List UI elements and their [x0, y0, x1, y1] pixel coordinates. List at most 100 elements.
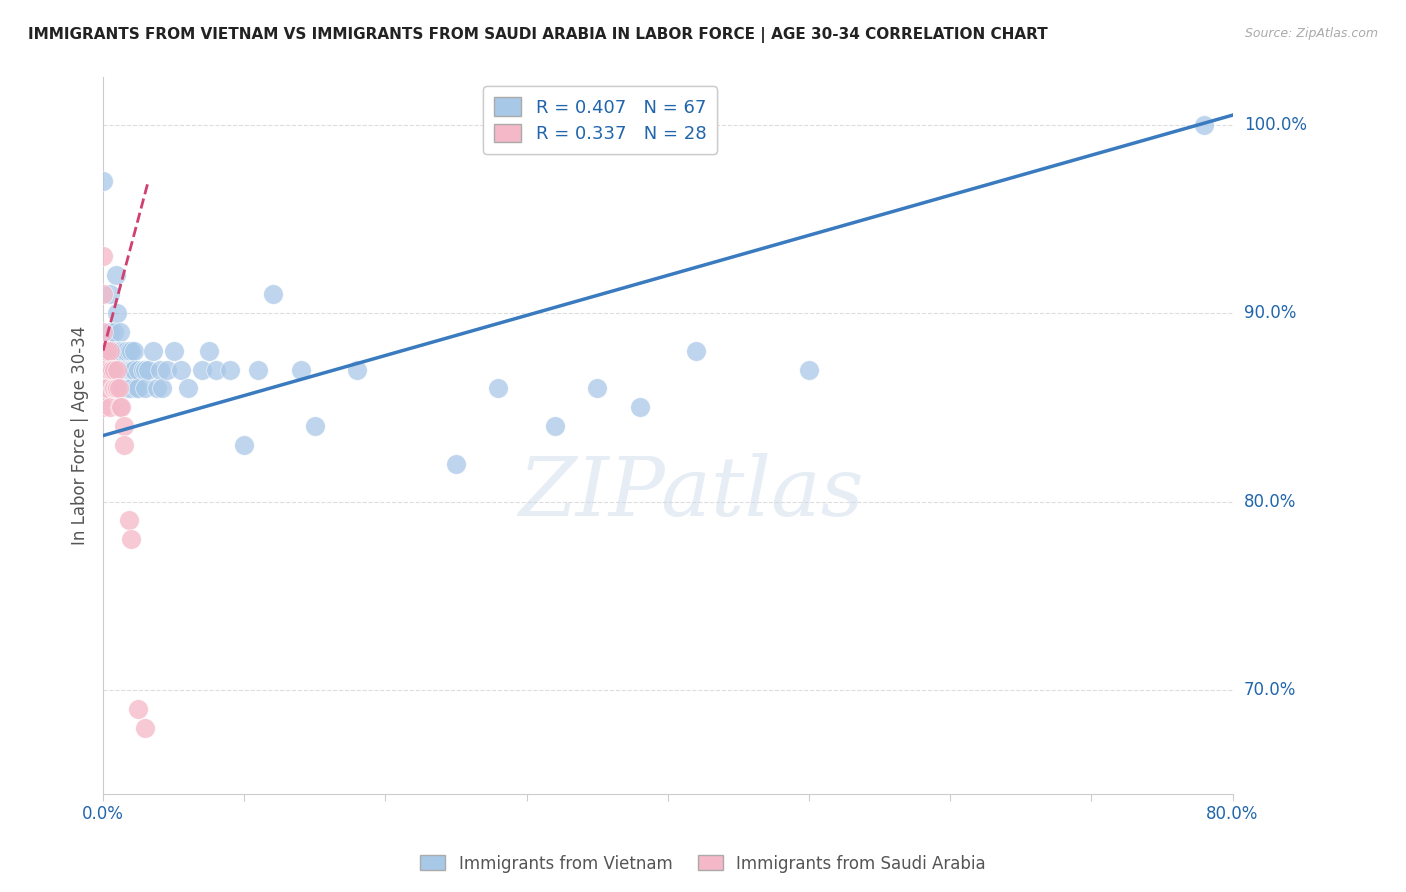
Point — [444, 457, 467, 471]
Point — [121, 362, 143, 376]
Point — [290, 362, 312, 376]
Point — [124, 381, 146, 395]
Point — [91, 381, 114, 395]
Point — [117, 381, 139, 395]
Point — [120, 343, 142, 358]
Legend: Immigrants from Vietnam, Immigrants from Saudi Arabia: Immigrants from Vietnam, Immigrants from… — [413, 848, 993, 880]
Point — [117, 343, 139, 358]
Text: ZIPatlas: ZIPatlas — [517, 453, 863, 533]
Point — [91, 287, 114, 301]
Point — [219, 362, 242, 376]
Point — [797, 362, 820, 376]
Point — [156, 362, 179, 376]
Point — [110, 343, 132, 358]
Text: 80.0%: 80.0% — [1244, 492, 1296, 510]
Point — [91, 401, 114, 415]
Point — [127, 702, 149, 716]
Point — [118, 362, 141, 376]
Point — [96, 343, 118, 358]
Point — [98, 401, 121, 415]
Text: 70.0%: 70.0% — [1244, 681, 1296, 699]
Point — [122, 362, 145, 376]
Point — [134, 362, 156, 376]
Point — [115, 381, 138, 395]
Point — [103, 325, 125, 339]
Point — [91, 250, 114, 264]
Point — [117, 513, 139, 527]
Text: 100.0%: 100.0% — [1244, 116, 1306, 134]
Legend: R = 0.407   N = 67, R = 0.337   N = 28: R = 0.407 N = 67, R = 0.337 N = 28 — [484, 87, 717, 154]
Point — [304, 419, 326, 434]
Point — [233, 438, 256, 452]
Y-axis label: In Labor Force | Age 30-34: In Labor Force | Age 30-34 — [72, 326, 89, 545]
Point — [120, 362, 142, 376]
Point — [170, 362, 193, 376]
Text: IMMIGRANTS FROM VIETNAM VS IMMIGRANTS FROM SAUDI ARABIA IN LABOR FORCE | AGE 30-: IMMIGRANTS FROM VIETNAM VS IMMIGRANTS FR… — [28, 27, 1047, 43]
Point — [152, 381, 174, 395]
Point — [105, 362, 128, 376]
Point — [1194, 118, 1216, 132]
Point — [91, 343, 114, 358]
Point — [108, 343, 131, 358]
Point — [98, 287, 121, 301]
Text: 90.0%: 90.0% — [1244, 304, 1296, 322]
Point — [104, 343, 127, 358]
Point — [96, 381, 118, 395]
Point — [122, 343, 145, 358]
Point — [586, 381, 609, 395]
Point — [105, 343, 128, 358]
Point — [91, 325, 114, 339]
Point — [103, 381, 125, 395]
Point — [544, 419, 567, 434]
Point — [191, 362, 214, 376]
Point — [112, 381, 135, 395]
Point — [141, 343, 163, 358]
Point — [98, 343, 121, 358]
Point — [149, 362, 172, 376]
Point — [146, 381, 169, 395]
Point — [91, 174, 114, 188]
Point — [104, 268, 127, 283]
Text: Source: ZipAtlas.com: Source: ZipAtlas.com — [1244, 27, 1378, 40]
Point — [114, 343, 136, 358]
Point — [98, 325, 121, 339]
Point — [108, 401, 131, 415]
Point — [98, 362, 121, 376]
Point — [262, 287, 284, 301]
Point — [105, 306, 128, 320]
Point — [127, 381, 149, 395]
Point — [112, 362, 135, 376]
Point — [177, 381, 200, 395]
Point — [103, 362, 125, 376]
Point — [163, 343, 186, 358]
Point — [628, 401, 651, 415]
Point — [131, 362, 153, 376]
Point — [114, 362, 136, 376]
Point — [103, 362, 125, 376]
Point — [100, 362, 122, 376]
Point — [117, 362, 139, 376]
Point — [120, 533, 142, 547]
Point — [105, 381, 128, 395]
Point — [247, 362, 270, 376]
Point — [98, 343, 121, 358]
Point — [108, 362, 131, 376]
Point — [110, 401, 132, 415]
Point — [108, 325, 131, 339]
Point — [104, 381, 127, 395]
Point — [101, 381, 124, 395]
Point — [112, 438, 135, 452]
Point — [205, 362, 228, 376]
Point — [120, 381, 142, 395]
Point — [91, 362, 114, 376]
Point — [134, 721, 156, 735]
Point — [346, 362, 368, 376]
Point — [134, 381, 156, 395]
Point — [127, 362, 149, 376]
Point — [685, 343, 707, 358]
Point — [486, 381, 509, 395]
Point — [107, 381, 129, 395]
Point — [136, 362, 159, 376]
Point — [111, 381, 134, 395]
Point — [111, 362, 134, 376]
